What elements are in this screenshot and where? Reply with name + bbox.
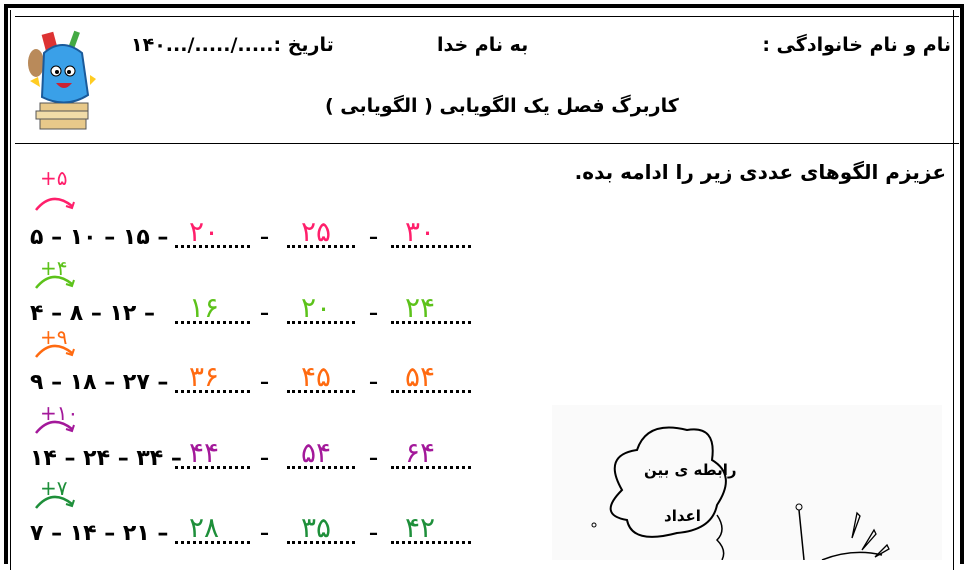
handwritten-answer: ۳۶	[189, 360, 220, 393]
page-inner-border	[10, 10, 954, 570]
student-name-label: نام و نام خانوادگی :	[762, 34, 951, 56]
answer-blank[interactable]	[287, 241, 355, 248]
hint-annotation: +۵	[40, 166, 68, 190]
answer-blank[interactable]	[391, 537, 471, 544]
instruction-text: عزیزم الگوهای عددی زیر را ادامه بده.	[574, 160, 946, 184]
answer-blank[interactable]	[287, 386, 355, 393]
handwritten-answer: ۱۶	[189, 291, 220, 324]
given-sequence: ۴ – ۸ – ۱۲ –	[30, 301, 156, 326]
handwritten-answer: ۴۴	[189, 436, 220, 469]
handwritten-answer: ۴۵	[301, 360, 332, 393]
cloud-text-line2: اعداد	[664, 507, 701, 525]
handwritten-answer: ۴۲	[405, 511, 436, 544]
answer-blank[interactable]	[175, 317, 250, 324]
given-sequence: ۵ – ۱۰ – ۱۵ –	[30, 225, 169, 250]
dash-separator: –	[260, 448, 269, 469]
answer-blank[interactable]	[391, 462, 471, 469]
thinking-cloud-illustration: رابطه ی بین اعداد	[552, 405, 942, 561]
pattern-row: ۱۴ – ۲۴ – ۳۴ – +۱۰ ۴۴ ۵۴ ۶۴ – –	[0, 401, 520, 477]
pattern-row: ۵ – ۱۰ – ۱۵ – +۵ ۲۰ ۲۵ ۳۰ – –	[0, 166, 520, 256]
dash-separator: –	[260, 227, 269, 248]
given-sequence: ۱۴ – ۲۴ – ۳۴ –	[30, 446, 182, 471]
arc-arrow-icon	[35, 197, 75, 211]
handwritten-answer: ۳۵	[301, 511, 332, 544]
handwritten-answer: ۵۴	[405, 360, 436, 393]
pattern-row: ۹ – ۱۸ – ۲۷ – +۹ ۳۶ ۴۵ ۵۴– –	[0, 325, 520, 401]
date-field[interactable]: تاریخ :...../...../...۱۴۰	[131, 34, 334, 56]
hint-annotation: +۱۰	[40, 401, 79, 425]
handwritten-answer: ۲۸	[189, 511, 220, 544]
dash-separator: –	[260, 372, 269, 393]
handwritten-answer: ۲۵	[301, 215, 332, 248]
dash-separator: –	[369, 372, 378, 393]
answer-blank[interactable]	[391, 386, 471, 393]
basmala: به نام خدا	[437, 34, 529, 56]
dash-separator: –	[260, 303, 269, 324]
answer-blank[interactable]	[175, 462, 250, 469]
handwritten-answer: ۶۴	[405, 436, 436, 469]
cloud-text-line1: رابطه ی بین	[644, 461, 737, 479]
pattern-row: ۷ – ۱۴ – ۲۱ – +۷ ۲۸ ۳۵ ۴۲– –	[0, 476, 520, 552]
arc-arrow-icon	[35, 344, 75, 358]
arc-arrow-icon	[35, 495, 75, 509]
dash-separator: –	[260, 523, 269, 544]
dash-separator: –	[369, 227, 378, 248]
handwritten-answer: ۳۰	[405, 215, 436, 248]
dash-separator: –	[369, 303, 378, 324]
backpack-mascot-icon	[28, 30, 96, 130]
dash-separator: –	[369, 523, 378, 544]
pattern-row: ۴ – ۸ – ۱۲ – +۴ ۱۶ ۲۰ ۲۴– –	[0, 256, 520, 332]
answer-blank[interactable]	[287, 537, 355, 544]
handwritten-answer: ۲۰	[301, 291, 332, 324]
dash-separator: –	[369, 448, 378, 469]
handwritten-answer: ۲۴	[405, 291, 436, 324]
answer-blank[interactable]	[287, 462, 355, 469]
worksheet-title: کاربرگ فصل یک الگویابی ( الگویابی )	[325, 95, 679, 117]
handwritten-answer: ۲۰	[189, 215, 220, 248]
page-border	[4, 4, 964, 564]
answer-blank[interactable]	[391, 317, 471, 324]
worksheet-header: نام و نام خانوادگی : به نام خدا تاریخ :.…	[15, 16, 959, 144]
given-sequence: ۷ – ۱۴ – ۲۱ –	[30, 521, 169, 546]
arc-arrow-icon	[35, 420, 75, 434]
answer-blank[interactable]	[175, 386, 250, 393]
answer-blank[interactable]	[175, 241, 250, 248]
cloud-icon	[591, 426, 890, 561]
given-sequence: ۹ – ۱۸ – ۲۷ –	[30, 370, 169, 395]
answer-blank[interactable]	[287, 317, 355, 324]
answer-blank[interactable]	[391, 241, 471, 248]
answer-blank[interactable]	[175, 537, 250, 544]
handwritten-answer: ۵۴	[301, 436, 332, 469]
arc-arrow-icon	[35, 275, 75, 289]
